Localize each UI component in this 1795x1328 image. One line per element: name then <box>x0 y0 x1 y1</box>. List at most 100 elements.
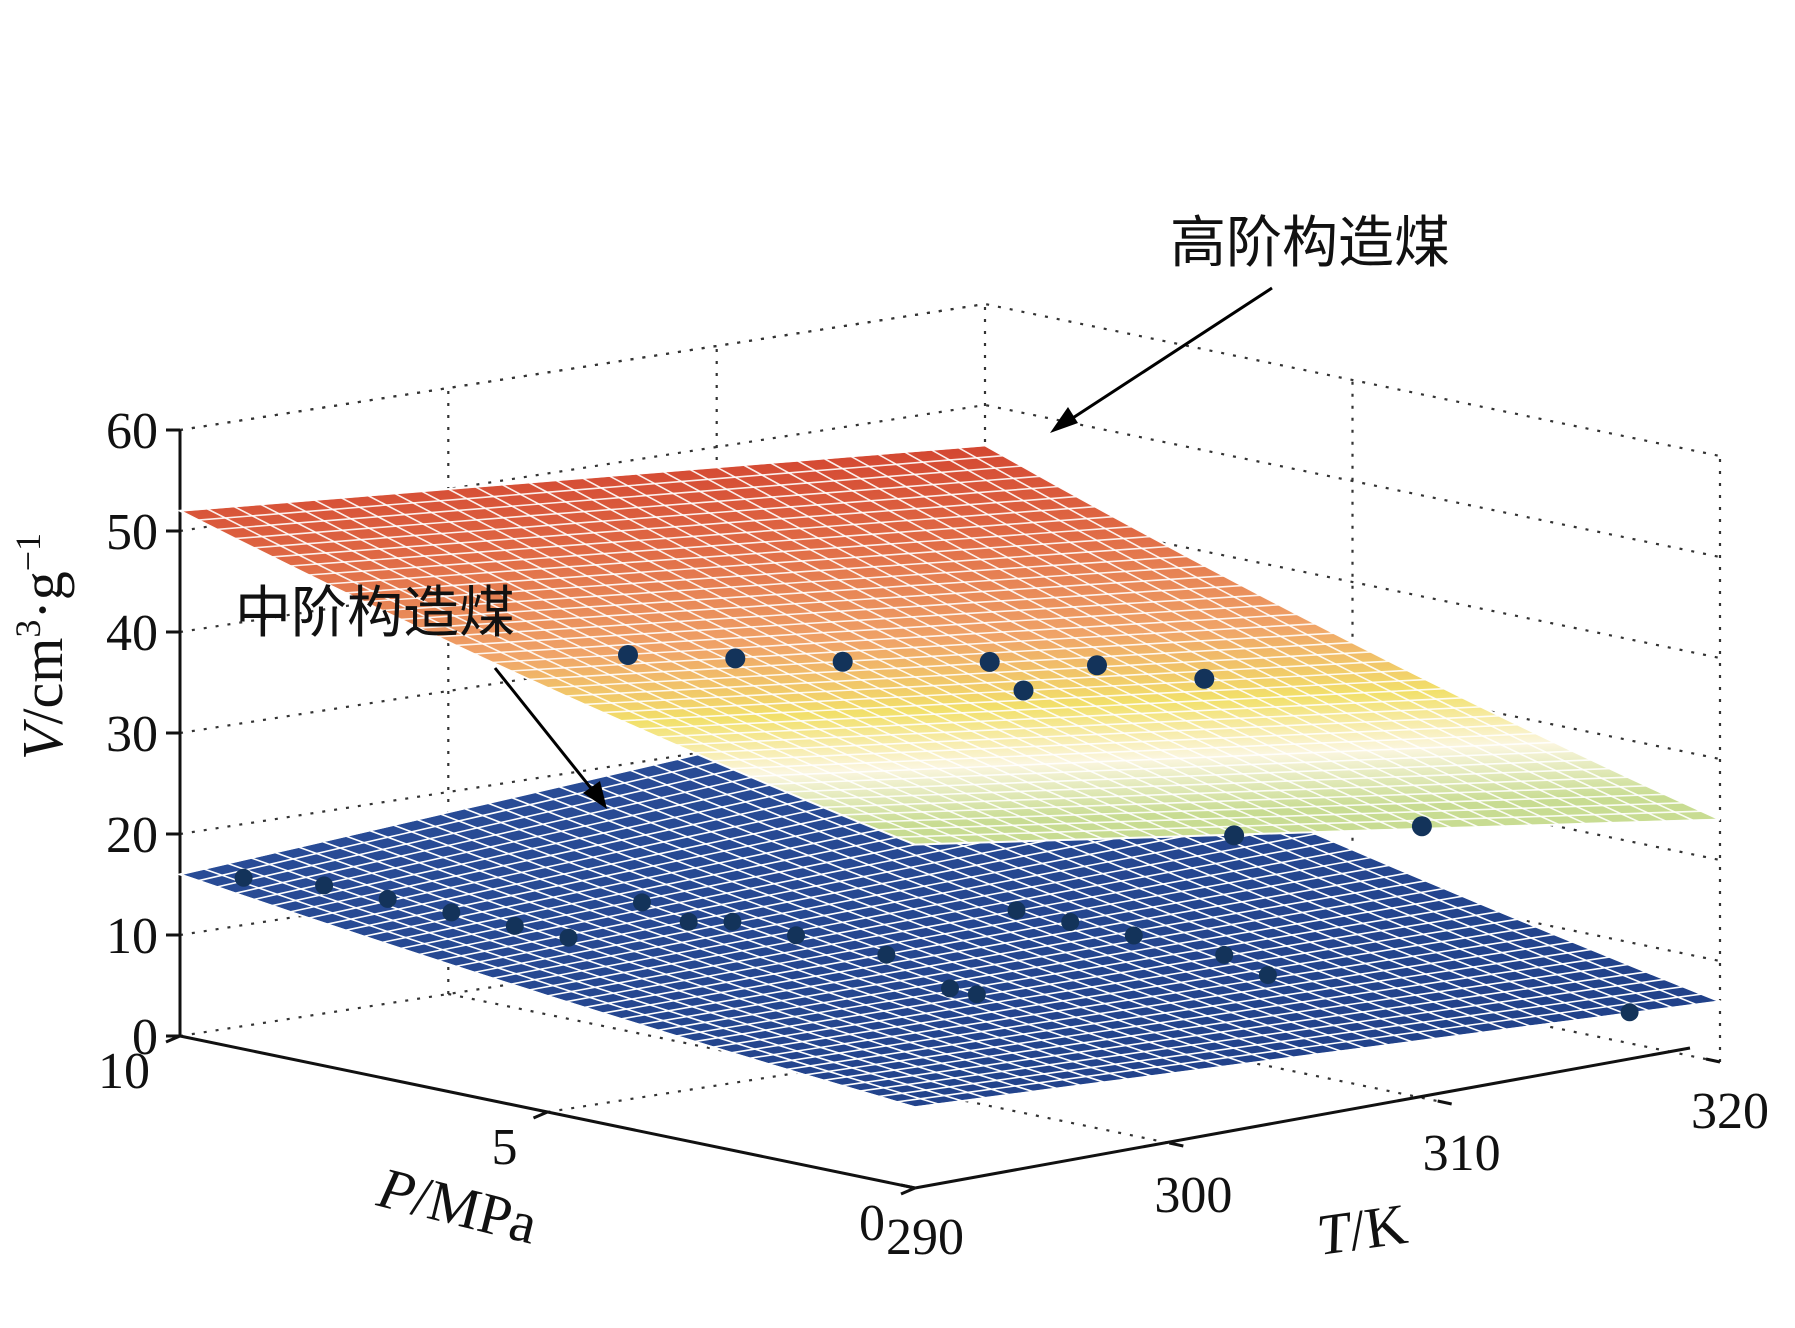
surface-medium-rank-coal <box>176 686 1724 1109</box>
mesh-line-t <box>367 494 1104 840</box>
mesh-line-t <box>286 501 1023 843</box>
data-point <box>1194 668 1215 689</box>
z-tick-label: 60 <box>106 403 158 460</box>
mesh-line-t <box>298 846 1034 1093</box>
arrow-high-rank <box>1061 286 1273 427</box>
surface-edge <box>176 444 1721 846</box>
data-point <box>723 912 742 931</box>
mesh-line-t <box>635 472 1372 832</box>
p-tick-label: 5 <box>492 1119 518 1176</box>
z-axis-label: V/cm3·g−1 <box>8 533 75 760</box>
t-tick-label: 300 <box>1154 1167 1232 1224</box>
points-high-rank-coal <box>618 645 1432 846</box>
t-tick-mark <box>1705 1057 1721 1064</box>
mesh-line-t <box>850 455 1587 825</box>
data-point <box>1620 1003 1639 1022</box>
mesh-line-t <box>555 479 1292 834</box>
data-point <box>1258 966 1277 985</box>
mesh-line-t <box>440 813 1176 1074</box>
data-point <box>1061 913 1080 931</box>
mesh-line-t <box>340 496 1077 841</box>
p-tick-label: 10 <box>98 1043 150 1100</box>
mesh-line-t <box>447 488 1184 838</box>
t-axis-line <box>914 1046 1691 1190</box>
data-point <box>725 648 746 669</box>
mesh-line-t <box>904 451 1640 823</box>
data-point <box>941 979 959 998</box>
data-point <box>967 985 986 1004</box>
grid-line-z <box>179 302 1721 458</box>
mesh-line-t <box>582 477 1318 833</box>
p-tick-label: 0 <box>859 1195 885 1252</box>
t-tick-label: 310 <box>1423 1125 1501 1182</box>
data-point <box>559 928 578 947</box>
grid-line-t-floor <box>448 992 1184 1148</box>
data-point <box>1224 825 1245 846</box>
z-tick-label: 30 <box>106 706 158 763</box>
t-tick-mark <box>1437 1099 1452 1106</box>
mesh-line-t <box>203 868 939 1105</box>
data-point <box>618 645 638 665</box>
mesh-line-t <box>534 791 1271 1062</box>
axes <box>165 428 1721 1196</box>
mesh-line-t <box>796 459 1533 827</box>
data-point <box>1013 680 1034 701</box>
mesh-line-t <box>877 453 1614 824</box>
mesh-line-t <box>394 492 1131 839</box>
t-tick-mark <box>900 1183 916 1190</box>
data-point <box>633 893 651 912</box>
mesh-line-t <box>629 769 1366 1049</box>
data-point <box>378 889 397 908</box>
mesh-line-t <box>823 457 1560 826</box>
data-point <box>505 916 524 935</box>
z-tick-label: 10 <box>106 908 158 965</box>
t-tick-label: 320 <box>1691 1083 1769 1140</box>
arrow-medium-rank <box>493 667 600 798</box>
mesh-line-t <box>511 796 1247 1065</box>
mesh-line-t <box>227 862 963 1102</box>
data-point <box>315 876 334 895</box>
data-point <box>877 945 896 964</box>
t-tick-mark <box>1169 1141 1184 1148</box>
surface-high-rank-coal <box>176 444 1721 846</box>
y-axis-label: T/K <box>1313 1191 1412 1268</box>
z-tick-label: 0 <box>132 1009 158 1066</box>
data-point <box>679 912 698 931</box>
mesh-line-t <box>274 851 1010 1096</box>
mesh-line-t <box>689 468 1426 830</box>
mesh-line-t <box>558 785 1295 1059</box>
data-point <box>1124 926 1143 945</box>
mesh-line-t <box>930 449 1667 823</box>
mesh-line-t <box>957 446 1694 822</box>
mesh-line-t <box>206 507 943 845</box>
mesh-line-t <box>416 818 1153 1077</box>
grid-line-t-floor <box>716 950 1452 1106</box>
z-tick-label: 50 <box>106 504 158 561</box>
mesh-line-t <box>676 758 1413 1043</box>
t-tick-label: 290 <box>886 1209 964 1266</box>
data-point <box>234 868 253 887</box>
mesh-line-t <box>463 807 1200 1071</box>
data-point <box>787 926 805 945</box>
mesh-line-t <box>605 774 1342 1052</box>
data-point <box>979 651 1000 672</box>
data-point <box>1215 945 1234 964</box>
p-tick-mark <box>165 1034 181 1044</box>
mesh-line-t <box>250 857 987 1099</box>
mesh-line-t <box>716 466 1453 829</box>
data-point <box>832 651 853 672</box>
mesh-line-t <box>313 499 1050 842</box>
mesh-line-t <box>528 481 1265 835</box>
z-tick-label: 20 <box>106 807 158 864</box>
mesh-line-t <box>769 462 1506 828</box>
mesh-line-t <box>260 503 996 843</box>
p-tick-mark <box>532 1110 549 1120</box>
mesh-line-t <box>392 824 1129 1080</box>
mesh-line-t <box>487 802 1224 1068</box>
data-point <box>1087 655 1107 676</box>
mesh-line-t <box>743 464 1479 828</box>
mesh-line-t <box>321 840 1058 1090</box>
z-tick-label: 40 <box>106 605 158 662</box>
